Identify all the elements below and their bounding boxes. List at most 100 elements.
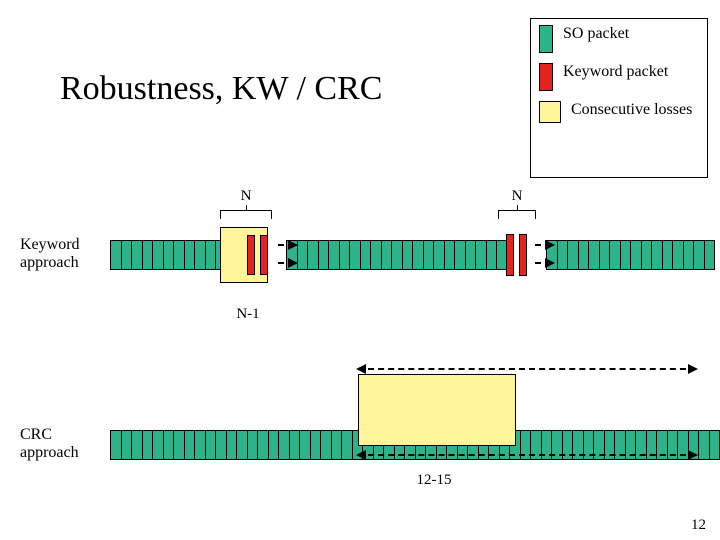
so-packet-cell	[433, 241, 444, 269]
so-packet-cell	[475, 241, 486, 269]
so-packet-cell	[297, 241, 308, 269]
so-packet-cell	[163, 431, 174, 459]
so-packet-cell	[454, 241, 465, 269]
so-packet-cell	[320, 431, 331, 459]
legend-item-keyword: Keyword packet	[539, 63, 699, 91]
so-packet-cell	[423, 241, 434, 269]
so-packet-cell	[672, 241, 683, 269]
kw-row-label: Keyword approach	[20, 236, 100, 271]
so-packet-cell	[412, 241, 423, 269]
so-packet-cell	[662, 241, 673, 269]
so-packet-cell	[215, 431, 226, 459]
so-packet-cell	[630, 241, 641, 269]
packet-bar	[546, 240, 715, 270]
dashed-arrow	[358, 454, 696, 456]
legend: SO packet Keyword packet Consecutive los…	[530, 18, 708, 178]
keyword-packet	[247, 235, 255, 275]
brace	[498, 210, 536, 218]
so-packet-cell	[205, 431, 216, 459]
so-packet-cell	[349, 241, 360, 269]
so-packet-cell	[299, 431, 310, 459]
so-packet-cell	[693, 241, 704, 269]
so-packet-cell	[486, 241, 497, 269]
so-packet-cell	[142, 431, 153, 459]
so-packet-cell	[609, 241, 620, 269]
dashed-arrow	[535, 262, 553, 264]
so-packet-cell	[381, 241, 392, 269]
so-packet-cell	[268, 431, 279, 459]
so-packet-cell	[318, 241, 329, 269]
brace	[220, 210, 272, 218]
brace-label: N-1	[236, 306, 259, 323]
dashed-arrow	[358, 368, 696, 370]
so-packet-cell	[402, 241, 413, 269]
so-packet-cell	[110, 431, 121, 459]
page-title: Robustness, KW / CRC	[60, 70, 382, 108]
so-packet-cell	[557, 241, 568, 269]
so-packet-cell	[257, 431, 268, 459]
so-packet-cell	[683, 241, 694, 269]
so-packet-cell	[121, 431, 132, 459]
loss-region	[358, 374, 516, 446]
so-packet-cell	[184, 431, 195, 459]
dashed-arrow	[278, 262, 296, 264]
so-packet-cell	[110, 241, 121, 269]
so-packet-cell	[391, 241, 402, 269]
crc-row-label: CRC approach	[20, 426, 100, 461]
packet-bar	[286, 240, 508, 270]
legend-swatch-keyword	[539, 63, 553, 91]
so-packet-cell	[698, 431, 709, 459]
so-packet-cell	[173, 241, 184, 269]
legend-label-keyword: Keyword packet	[563, 63, 668, 81]
so-packet-cell	[651, 241, 662, 269]
so-packet-cell	[152, 241, 163, 269]
so-packet-cell	[360, 241, 371, 269]
so-packet-cell	[444, 241, 455, 269]
so-packet-cell	[226, 431, 237, 459]
legend-label-losses: Consecutive losses	[571, 101, 692, 119]
brace-label: N	[512, 188, 523, 205]
so-packet-cell	[331, 431, 342, 459]
so-packet-cell	[289, 431, 300, 459]
crc-caption: 12-15	[417, 472, 452, 489]
so-packet-cell	[131, 241, 142, 269]
so-packet-cell	[641, 241, 652, 269]
so-packet-cell	[142, 241, 153, 269]
so-packet-cell	[341, 431, 352, 459]
so-packet-cell	[709, 431, 720, 459]
so-packet-cell	[152, 431, 163, 459]
legend-swatch-losses	[539, 101, 561, 123]
page-number: 12	[691, 517, 706, 534]
keyword-packet	[506, 234, 514, 276]
so-packet-cell	[567, 241, 578, 269]
so-packet-cell	[307, 241, 318, 269]
so-packet-cell	[194, 241, 205, 269]
so-packet-cell	[247, 431, 258, 459]
so-packet-cell	[339, 241, 350, 269]
keyword-packet	[519, 234, 527, 276]
legend-item-losses: Consecutive losses	[539, 101, 699, 123]
so-packet-cell	[205, 241, 216, 269]
keyword-packet	[260, 235, 268, 275]
legend-label-so: SO packet	[563, 25, 629, 43]
so-packet-cell	[370, 241, 381, 269]
so-packet-cell	[194, 431, 205, 459]
so-packet-cell	[620, 241, 631, 269]
so-packet-cell	[163, 241, 174, 269]
so-packet-cell	[131, 431, 142, 459]
legend-swatch-so	[539, 25, 553, 53]
so-packet-cell	[328, 241, 339, 269]
so-packet-cell	[173, 431, 184, 459]
so-packet-cell	[278, 431, 289, 459]
so-packet-cell	[310, 431, 321, 459]
so-packet-cell	[184, 241, 195, 269]
so-packet-cell	[704, 241, 715, 269]
so-packet-cell	[599, 241, 610, 269]
dashed-arrow	[278, 244, 296, 246]
legend-item-so: SO packet	[539, 25, 699, 53]
so-packet-cell	[236, 431, 247, 459]
so-packet-cell	[121, 241, 132, 269]
so-packet-cell	[578, 241, 589, 269]
so-packet-cell	[588, 241, 599, 269]
brace-label: N	[241, 188, 252, 205]
